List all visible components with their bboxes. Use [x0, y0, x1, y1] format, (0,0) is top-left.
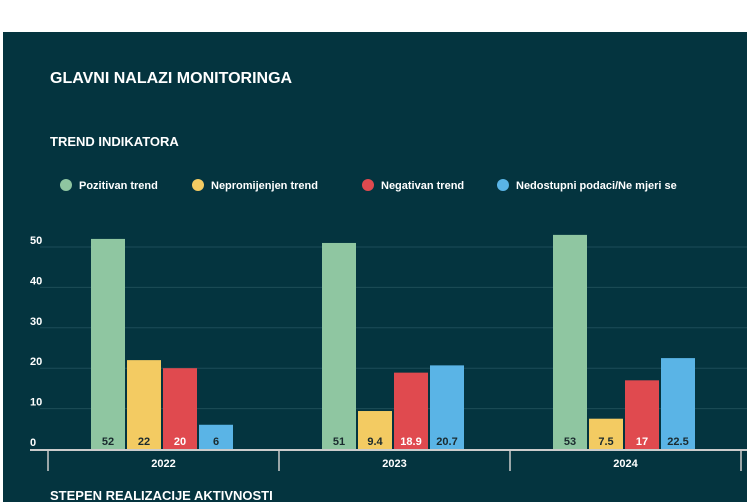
data-label: 22.5 [667, 436, 688, 448]
data-label: 6 [213, 436, 219, 448]
page-title: GLAVNI NALAZI MONITORINGA [50, 70, 293, 87]
bar [430, 365, 464, 449]
data-label: 22 [138, 436, 150, 448]
bar [163, 368, 197, 449]
data-label: 52 [102, 436, 114, 448]
data-label: 9.4 [367, 436, 383, 448]
x-tick-label: 2022 [151, 458, 175, 470]
bar [358, 411, 392, 449]
bar [553, 234, 587, 449]
x-tick-label: 2023 [382, 458, 406, 470]
x-tick-label: 2024 [613, 458, 638, 470]
data-label: 17 [636, 436, 648, 448]
y-tick-label: 0 [30, 437, 36, 449]
legend-label: Pozitivan trend [79, 180, 158, 192]
y-tick-label: 20 [30, 356, 42, 368]
y-tick-label: 50 [30, 235, 42, 247]
bar [322, 242, 356, 449]
legend-marker [497, 179, 509, 191]
data-label: 53 [564, 436, 576, 448]
data-label: 51 [333, 436, 345, 448]
legend-label: Nepromijenjen trend [211, 180, 318, 192]
bar [589, 418, 623, 449]
bar [91, 238, 125, 449]
legend-marker [362, 179, 374, 191]
bar [661, 358, 695, 449]
legend-marker [60, 179, 72, 191]
legend-marker [192, 179, 204, 191]
y-tick-label: 30 [30, 316, 42, 328]
bar [199, 424, 233, 449]
data-label: 18.9 [400, 436, 421, 448]
legend-label: Negativan trend [381, 180, 464, 192]
data-label: 20 [174, 436, 186, 448]
legend-label: Nedostupni podaci/Ne mjeri se [516, 180, 677, 192]
data-label: 7.5 [598, 436, 613, 448]
data-label: 20.7 [436, 436, 457, 448]
chart-title: TREND INDIKATORA [50, 134, 179, 149]
y-tick-label: 40 [30, 275, 42, 287]
y-tick-label: 10 [30, 397, 42, 409]
bar [394, 372, 428, 449]
bar [127, 360, 161, 449]
bar [625, 380, 659, 449]
